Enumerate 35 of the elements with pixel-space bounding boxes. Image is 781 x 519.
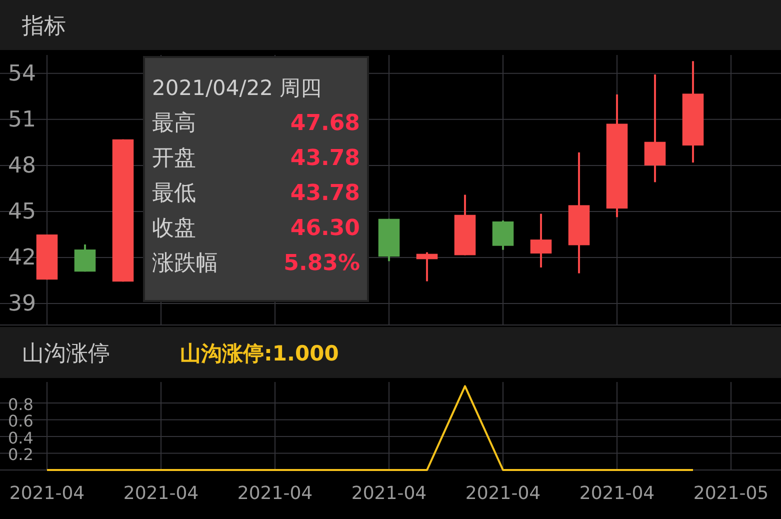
annotation: 开盘 (152, 146, 196, 171)
y-tick-label: 51 (8, 107, 36, 132)
x-tick-label: 2021-05 (693, 483, 769, 504)
x-tick-label: 2021-04 (465, 483, 541, 504)
annotation: 43.78 (290, 146, 360, 171)
y-tick-label: 0.4 (8, 428, 34, 448)
annotation: 收盘 (152, 216, 196, 241)
candlestick (416, 251, 438, 282)
x-tick-label: 2021-04 (579, 483, 655, 504)
annotation: 43.78 (290, 181, 360, 206)
x-tick-label: 2021-04 (9, 483, 85, 504)
annotation: 47.68 (290, 111, 360, 136)
chart-title: 指标 (21, 14, 66, 39)
annotation: 46.30 (290, 216, 360, 241)
candlestick (74, 243, 96, 273)
y-tick-label: 39 (8, 292, 36, 317)
x-tick-label: 2021-04 (351, 483, 427, 504)
x-tick-label: 2021-04 (123, 483, 199, 504)
x-tick-label: 2021-04 (237, 483, 313, 504)
y-tick-label: 45 (8, 199, 36, 224)
annotation: 2021/04/22 周四 (152, 76, 322, 100)
y-tick-label: 54 (8, 61, 36, 86)
candlestick (530, 212, 552, 268)
y-tick-label: 0.6 (8, 412, 34, 431)
annotation: 最低 (152, 181, 196, 206)
y-tick-label: 42 (8, 246, 36, 270)
annotation: 最高 (152, 111, 196, 136)
y-tick-label: 0.2 (8, 445, 34, 464)
chart-title: 山沟涨停 (22, 342, 110, 366)
y-tick-label: 0.8 (8, 394, 34, 414)
annotation: 涨跌幅 (152, 251, 218, 276)
annotation: 5.83% (284, 251, 360, 276)
y-tick-label: 48 (8, 153, 36, 178)
candlestick (644, 73, 666, 184)
text: 山沟涨停:1.000 (180, 342, 339, 366)
